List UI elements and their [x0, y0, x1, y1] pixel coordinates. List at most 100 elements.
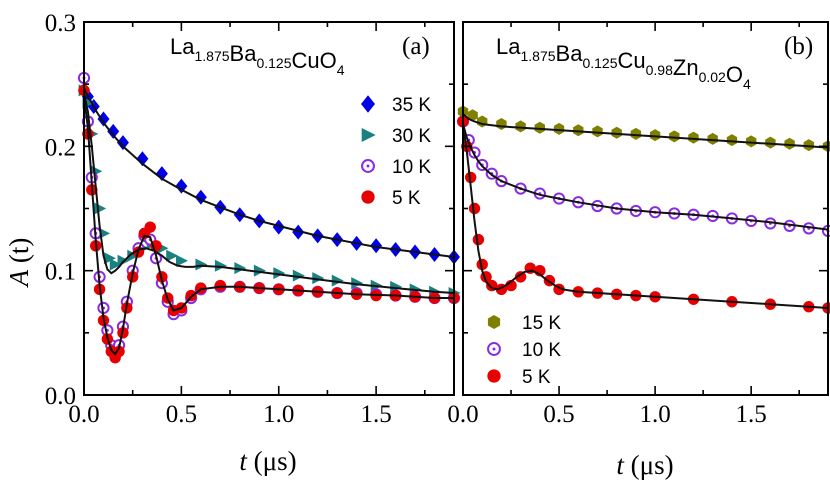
data-point: [292, 224, 305, 240]
data-point: [370, 238, 383, 254]
formula-element: CuO: [292, 48, 337, 73]
formula-subscript: 0.02: [699, 69, 726, 85]
legend-marker: [361, 95, 375, 113]
data-point: [765, 136, 776, 149]
data-point: [592, 125, 603, 138]
formula-subscript: 0.125: [582, 55, 617, 71]
data-point: [468, 202, 481, 215]
panel-b-compound: La1.875Ba0.125Cu0.98Zn0.02O4: [496, 34, 751, 92]
y-axis-title: A (t): [4, 238, 34, 289]
data-point: [109, 258, 122, 271]
formula-subscript: 0.125: [256, 55, 291, 71]
x-tick-label: 1.5: [360, 401, 391, 428]
data-point: [496, 118, 507, 130]
y-tick-label: 0.0: [45, 383, 76, 410]
panel-a-fit-curve-2: [83, 96, 454, 356]
data-point: [764, 217, 777, 230]
legend-item-30k: 30 K: [361, 126, 431, 147]
formula-element: Ba: [230, 41, 258, 66]
data-point: [514, 271, 527, 283]
legend-label: 15 K: [522, 313, 561, 334]
data-point: [351, 277, 364, 290]
data-point: [175, 254, 188, 267]
data-point: [649, 129, 661, 142]
data-point: [515, 120, 526, 133]
panel-b: 0.0 0.5 1.0 1.5 La1.875Ba0.125Cu0.98Zn0.02O…: [447, 21, 830, 428]
y-tick-label: 0.3: [45, 10, 76, 37]
data-point: [573, 124, 584, 137]
formula-element: Cu: [618, 48, 646, 73]
legend-marker: [361, 190, 375, 204]
panel-b-fits: [462, 113, 829, 309]
data-point: [726, 134, 738, 147]
data-point: [688, 131, 699, 144]
panel-a-ticks: 0.0 0.5 1.0 1.5 0.0 0.1 0.2 0.3: [45, 10, 454, 428]
legend-marker: [361, 159, 375, 173]
data-point: [553, 122, 565, 135]
formula-subscript: 1.875: [520, 48, 555, 64]
formula-element: Zn: [673, 55, 699, 80]
panel-b-series-0: [457, 105, 830, 153]
y-tick-label: 0.1: [45, 259, 76, 286]
data-point: [144, 221, 156, 233]
data-point: [273, 267, 286, 280]
panel-b-fit-curve-0: [462, 113, 829, 149]
data-point: [467, 109, 478, 122]
legend-label: 5 K: [522, 367, 551, 388]
formula-element: La: [496, 34, 521, 59]
data-point: [669, 130, 680, 143]
legend-marker: [487, 342, 501, 356]
formula-subscript: 1.875: [194, 48, 229, 64]
panel-a-tag: (a): [402, 33, 430, 60]
data-point: [113, 345, 125, 358]
panel-a-fit-curve-1: [83, 92, 455, 294]
x-tick-label: 1.0: [263, 401, 294, 428]
data-point: [472, 233, 485, 246]
legend-item-5k: 5 K: [361, 188, 421, 209]
data-point: [94, 202, 107, 215]
data-point: [476, 258, 488, 271]
legend-label: 5 K: [392, 188, 421, 209]
panel-b-legend: 15 K 10 K 5 K: [487, 313, 561, 388]
data-point: [175, 178, 188, 194]
panel-b-fit-curve-1: [462, 123, 829, 231]
data-point: [630, 127, 642, 140]
panel-b-tag: (b): [784, 33, 813, 60]
panel-a-x-axis-title: t (μs): [239, 446, 296, 476]
data-point: [611, 126, 622, 139]
legend-label: 10 K: [392, 157, 431, 178]
legend-marker: [487, 369, 501, 383]
formula-element: O: [726, 62, 743, 87]
data-point: [784, 137, 795, 150]
data-point: [116, 135, 129, 151]
panel-a-legend: 35 K 30 K 10 K 5 K: [361, 95, 431, 209]
data-point: [292, 269, 305, 282]
formula-subscript: 4: [337, 62, 345, 78]
data-point: [97, 111, 110, 127]
data-point: [234, 262, 247, 275]
formula-element: La: [170, 34, 195, 59]
panel-a-compound: La1.875Ba0.125CuO4: [170, 34, 345, 78]
panel-a-fit-curve-0: [83, 87, 455, 258]
x-tick-label: 0.5: [543, 401, 574, 428]
legend-marker: [487, 315, 501, 329]
y-tick-label: 0.2: [45, 134, 76, 161]
data-point: [127, 249, 140, 262]
data-point: [390, 280, 403, 293]
data-point: [312, 272, 325, 285]
formula-element: Ba: [556, 41, 584, 66]
formula-subscript: 4: [743, 76, 751, 92]
legend-label: 35 K: [392, 95, 431, 116]
panel-a-fits: [83, 87, 455, 356]
panel-b-ticks: 0.0 0.5 1.0 1.5: [447, 21, 828, 428]
legend-item-10k: 10 K: [361, 157, 431, 178]
data-point: [707, 132, 718, 145]
data-point: [107, 123, 120, 139]
legend-item-5k: 5 K: [487, 367, 551, 388]
data-point: [136, 151, 149, 167]
x-tick-label: 0.0: [68, 401, 99, 428]
panel-b-x-axis-title: t (μs): [616, 450, 673, 480]
data-point: [803, 139, 814, 152]
legend-item-35k: 35 K: [361, 95, 431, 116]
